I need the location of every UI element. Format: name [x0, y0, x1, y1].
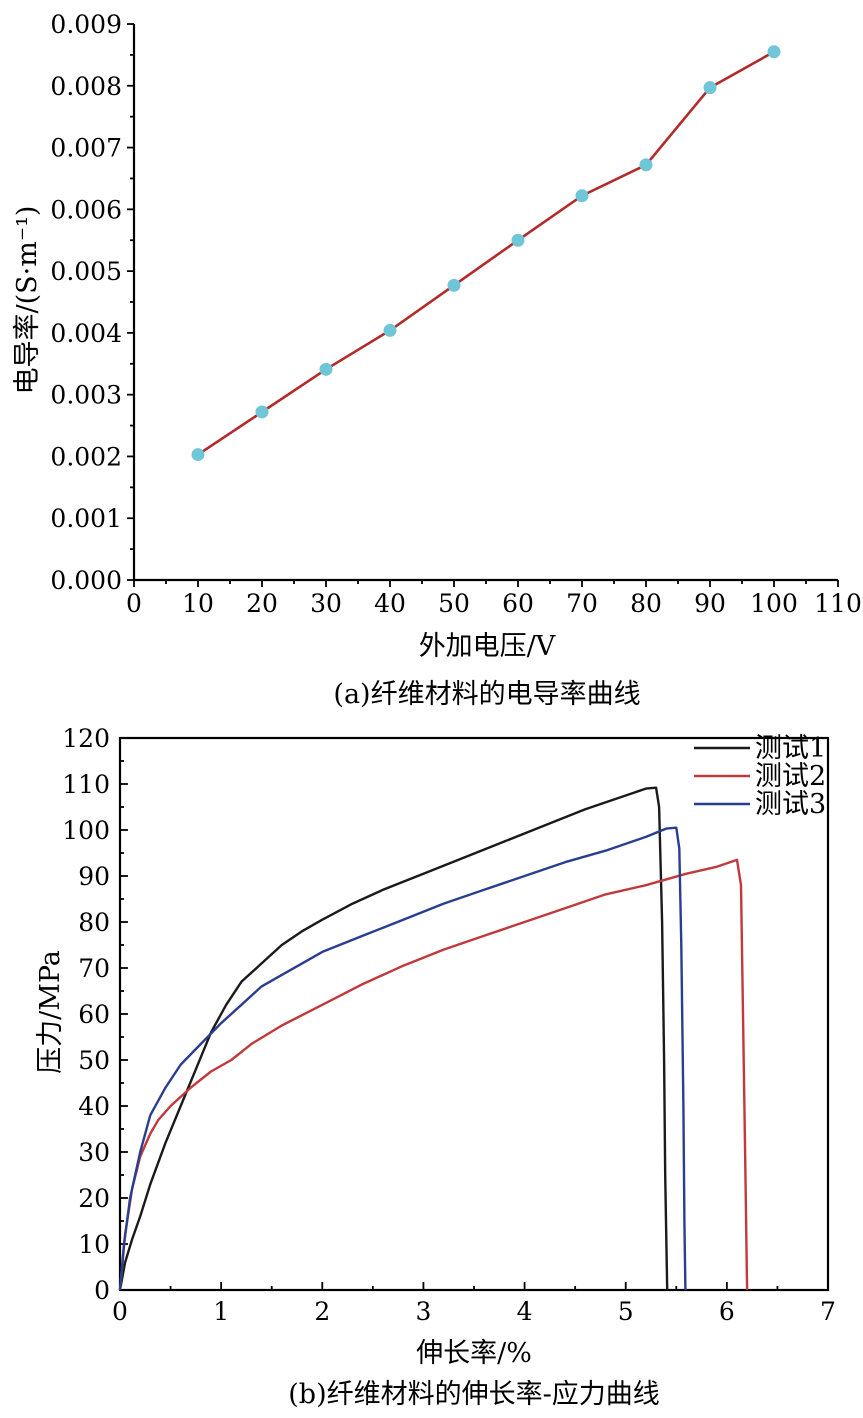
chart-b-y-tick-label: 20: [78, 1184, 110, 1213]
chart-a-y-tick-label: 0.005: [50, 257, 122, 286]
chart-b-y-tick-label: 120: [62, 724, 110, 753]
chart-a-x-tick-label: 0: [126, 589, 142, 618]
chart-a-y-tick-label: 0.002: [50, 442, 122, 471]
chart-b-caption: (b)纤维材料的伸长率-应力曲线: [288, 1379, 659, 1410]
chart-b-y-tick-label: 60: [78, 1000, 110, 1029]
chart-b-y-tick-label: 70: [78, 954, 110, 983]
chart-a-caption: (a)纤维材料的电导率曲线: [333, 679, 640, 710]
chart-a-conductivity: 0 10 20 30 40 50 60 70 80 90 100 110 0.000 0.001 0.002…: [12, 10, 862, 710]
chart-a-x-tick-label: 110: [814, 589, 862, 618]
chart-a-y-tick-label: 0.009: [50, 10, 122, 39]
chart-b-plot-frame: [118, 736, 830, 1292]
chart-b-x-axis-label: 伸长率/%: [416, 1338, 532, 1369]
chart-a-x-tick-label: 80: [630, 589, 662, 618]
chart-b-x-tick-label: 2: [314, 1297, 330, 1326]
chart-b-x-tick-label: 0: [112, 1297, 128, 1326]
chart-a-series-line: [197, 50, 775, 456]
chart-a-data-point: [191, 448, 205, 462]
chart-a-x-tick-label: 20: [246, 589, 278, 618]
chart-a-y-tick-label: 0.003: [50, 381, 122, 410]
chart-a-y-tick-label: 0.000: [50, 566, 122, 595]
chart-b-legend-label: 测试1: [755, 733, 826, 764]
chart-b-legend-label: 测试2: [755, 761, 826, 792]
chart-b-y-tick-label: 100: [62, 816, 110, 845]
chart-b-series-line-2: [118, 858, 749, 1291]
chart-b-y-tick-label: 0: [94, 1276, 110, 1305]
chart-a-data-point: [383, 323, 397, 337]
chart-b-x-tick-label: 3: [415, 1297, 431, 1326]
chart-b-series-line-1: [118, 786, 669, 1291]
chart-b-y-tick-label: 80: [78, 908, 110, 937]
chart-b-y-tick-label: 10: [78, 1230, 110, 1259]
chart-a-data-point: [319, 362, 333, 376]
chart-b-y-tick-label: 30: [78, 1138, 110, 1167]
chart-a-y-tick-label: 0.004: [50, 319, 122, 348]
chart-a-data-point: [639, 158, 653, 172]
chart-a-x-tick-label: 30: [310, 589, 342, 618]
chart-b-x-tick-label: 1: [213, 1297, 229, 1326]
chart-a-y-axis-label: 电导率/(S·m⁻¹): [12, 206, 43, 395]
chart-b-legend-label: 测试3: [755, 789, 826, 820]
chart-a-data-point: [767, 45, 781, 59]
chart-a-data-point: [447, 278, 461, 292]
chart-a-data-point: [255, 405, 269, 419]
chart-b-x-tick-label: 5: [618, 1297, 634, 1326]
chart-a-x-tick-label: 70: [566, 589, 598, 618]
chart-a-x-tick-label: 10: [182, 589, 214, 618]
chart-a-x-tick-label: 100: [750, 589, 798, 618]
chart-a-y-tick-label: 0.007: [50, 134, 122, 163]
chart-a-x-tick-label: 60: [502, 589, 534, 618]
chart-a-data-point: [575, 189, 589, 203]
chart-b-y-axis-label: 压力/MPa: [35, 950, 66, 1074]
chart-a-y-tick-label: 0.006: [50, 195, 122, 224]
chart-b-x-tick-label: 4: [517, 1297, 533, 1326]
chart-b-x-tick-label: 7: [820, 1297, 836, 1326]
chart-b-y-tick-label: 50: [78, 1046, 110, 1075]
chart-b-y-tick-label: 110: [62, 770, 110, 799]
chart-a-y-tick-label: 0.008: [50, 72, 122, 101]
chart-b-y-tick-label: 90: [78, 862, 110, 891]
chart-a-data-point: [703, 81, 717, 95]
chart-a-x-axis-label: 外加电压/V: [419, 631, 556, 662]
chart-b-x-tick-label: 6: [719, 1297, 735, 1326]
chart-a-y-tick-label: 0.001: [50, 504, 122, 533]
chart-a-x-tick-label: 50: [438, 589, 470, 618]
chart-b-series-line-3: [118, 826, 687, 1291]
chart-a-x-tick-label: 40: [374, 589, 406, 618]
chart-a-data-point: [511, 233, 525, 247]
chart-a-x-tick-label: 90: [694, 589, 726, 618]
chart-b-y-tick-label: 40: [78, 1092, 110, 1121]
